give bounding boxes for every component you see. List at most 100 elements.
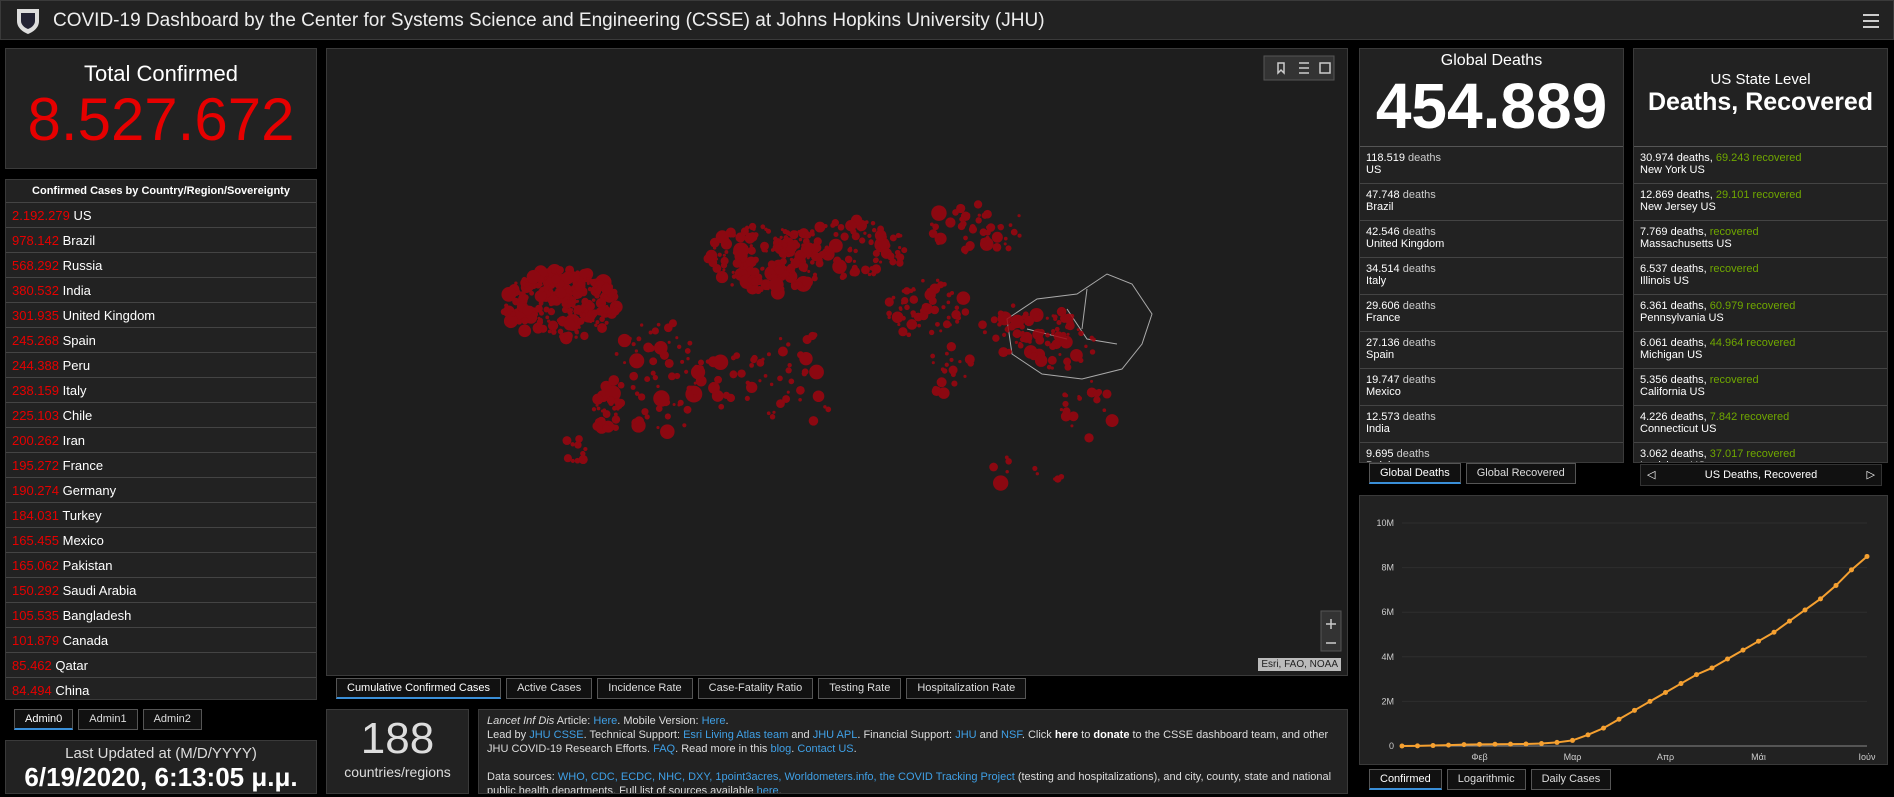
map-dot	[758, 379, 762, 383]
info-link[interactable]: JHU	[955, 729, 977, 741]
tab[interactable]: Global Deaths	[1369, 463, 1461, 484]
country-row: 238.159 Italy	[6, 378, 316, 403]
info-text: Lead by	[487, 729, 530, 741]
map-buttons[interactable]	[1263, 55, 1342, 652]
map-dot	[1035, 335, 1045, 345]
info-text[interactable]: here	[1054, 729, 1079, 741]
info-link[interactable]: JHU CSSE	[529, 729, 584, 741]
country-name: Russia	[62, 258, 103, 273]
nav-prev[interactable]: ◁	[1647, 469, 1656, 481]
point	[1523, 741, 1529, 747]
global-deaths-tabs: Global Deaths Global Recovered	[1369, 463, 1576, 484]
map-dot	[910, 310, 916, 316]
map-dot	[664, 358, 674, 368]
us-nav[interactable]: ◁ US Deaths, Recovered ▷	[1640, 464, 1882, 486]
map-dot	[1077, 394, 1081, 399]
info-link[interactable]: here	[756, 785, 779, 794]
tab[interactable]: Admin0	[14, 709, 74, 730]
map-dot	[641, 408, 649, 416]
tab[interactable]: Admin1	[78, 709, 138, 730]
map-dot	[751, 354, 758, 362]
info-link[interactable]: Here	[701, 715, 726, 727]
deaths-value: 47.748	[1366, 189, 1400, 201]
map-dot	[979, 228, 988, 236]
us-row: 6.361 deaths, 60.979 recovered Pennsylvan…	[1634, 295, 1887, 332]
country-row: 165.455 Mexico	[6, 528, 316, 553]
map-dot	[595, 320, 600, 325]
map-dot	[614, 352, 619, 356]
map-dot	[1023, 315, 1035, 327]
map-dot	[697, 359, 705, 366]
tab[interactable]: Testing Rate	[818, 678, 902, 699]
map-dot	[503, 314, 518, 329]
info-link[interactable]: FAQ	[653, 743, 676, 755]
map-dot	[884, 297, 894, 307]
country-row: 568.292 Russia	[6, 253, 316, 278]
point	[1647, 698, 1653, 704]
map-dot	[823, 405, 827, 409]
map-dot	[693, 381, 697, 385]
map-dot	[529, 290, 535, 296]
map-dot	[973, 200, 983, 209]
map-dot	[831, 219, 839, 227]
nav-next[interactable]: ▷	[1866, 469, 1875, 481]
map-dot	[659, 350, 669, 360]
info-text: and	[976, 729, 1002, 741]
tab[interactable]: Hospitalization Rate	[906, 678, 1027, 699]
tab[interactable]: Active Cases	[506, 678, 593, 699]
deaths-label: deaths	[1396, 448, 1430, 460]
info-text: Article:	[554, 715, 594, 727]
info-link[interactable]: Esri Living Atlas team	[683, 729, 789, 741]
tab[interactable]: Cumulative Confirmed Cases	[336, 678, 502, 699]
map-dot	[787, 363, 792, 368]
map-dot	[571, 286, 576, 291]
map-dot	[585, 301, 595, 311]
map-dot	[596, 406, 601, 411]
map-dot	[644, 377, 648, 382]
info-link[interactable]: NSF	[1001, 729, 1022, 741]
point	[1756, 638, 1761, 644]
map-dot	[580, 450, 586, 457]
tab[interactable]: Incidence Rate	[597, 678, 693, 699]
map-dot	[921, 302, 931, 312]
us-name: Pennsylvania US	[1640, 312, 1724, 324]
info-link[interactable]: Here	[593, 715, 618, 727]
tab[interactable]: Confirmed	[1369, 769, 1442, 790]
map-dot	[975, 217, 982, 224]
map-dot	[611, 307, 620, 316]
tab[interactable]: Logarithmic	[1446, 769, 1526, 790]
deaths-label: deaths	[1408, 152, 1442, 164]
country-row: 195.272 France	[6, 453, 316, 478]
country-name: Pakistan	[62, 558, 113, 573]
map-dot	[617, 333, 632, 348]
map-dot	[804, 231, 812, 239]
map-dot	[649, 357, 658, 366]
map-dot	[548, 288, 552, 292]
regions-value: 188	[360, 714, 435, 763]
map-dot	[895, 232, 901, 238]
tab[interactable]: Admin2	[142, 709, 202, 730]
map-dot	[1062, 392, 1068, 398]
map-dot	[575, 435, 583, 443]
info-link[interactable]: Contact US	[797, 743, 854, 755]
info-link[interactable]: JHU APL	[812, 729, 858, 741]
map-dot	[1050, 366, 1054, 370]
info-link[interactable]: blog	[770, 743, 792, 755]
info-line: Lead by JHU CSSE. Technical Support: Esr…	[487, 728, 1339, 756]
map-dot	[779, 257, 787, 265]
info-text[interactable]: donate	[1093, 729, 1130, 741]
map-dot	[677, 344, 682, 349]
menu-icon[interactable]	[1863, 14, 1879, 28]
map-dot	[752, 226, 756, 231]
country-name: India	[62, 283, 91, 298]
map-dot	[526, 270, 541, 284]
map-dot	[557, 328, 564, 335]
info-link[interactable]: WHO, CDC, ECDC, NHC, DXY, 1point3acres, …	[557, 771, 1015, 783]
tab[interactable]: Global Recovered	[1465, 463, 1576, 484]
country-value: 2.192.279	[12, 208, 70, 223]
country-name: Bangladesh	[62, 608, 132, 623]
map-dot	[640, 323, 644, 327]
tab[interactable]: Case-Fatality Ratio	[697, 678, 814, 699]
us-list: 30.974 deaths, 69.243 recovered New York …	[1634, 146, 1887, 462]
tab[interactable]: Daily Cases	[1530, 769, 1612, 790]
